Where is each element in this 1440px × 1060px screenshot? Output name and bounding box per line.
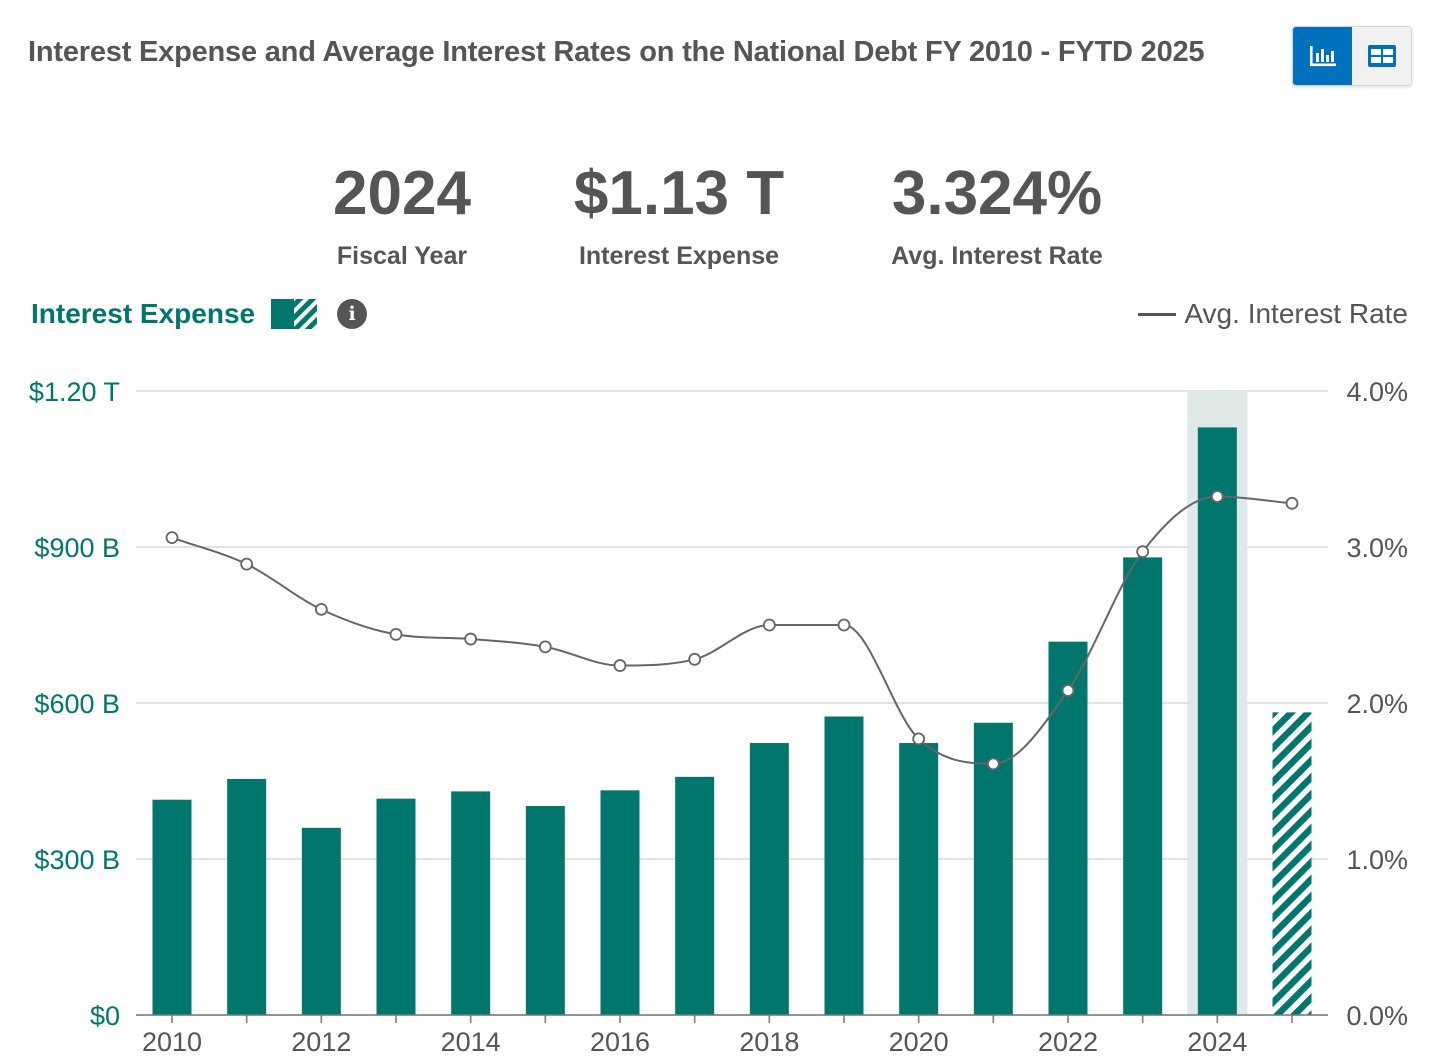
y-right-tick-label: 2.0% <box>1346 689 1408 719</box>
stat-avg-rate: 3.324% Avg. Interest Rate <box>847 158 1147 271</box>
bar-2015 <box>525 805 565 1015</box>
bar-2010 <box>152 799 192 1015</box>
bar-2013 <box>376 798 416 1015</box>
rate-point-2019 <box>837 618 851 632</box>
y-right-tick-label: 4.0% <box>1346 377 1408 407</box>
x-tick-label: 2016 <box>590 1027 650 1057</box>
stat-interest-expense: $1.13 T Interest Expense <box>529 158 829 271</box>
info-icon[interactable]: i <box>337 299 368 329</box>
rate-point-2016 <box>613 659 627 672</box>
rate-point-2010 <box>165 531 179 545</box>
x-tick-label: 2022 <box>1038 1027 1098 1057</box>
view-toggle <box>1292 26 1412 86</box>
rate-point-2017 <box>688 652 702 666</box>
x-axis: 2010 2012 2014 2016 2018 2020 2022 2024 <box>136 1014 1328 1057</box>
y-left-tick-label: $300 B <box>34 845 120 875</box>
legend-line-icon <box>1138 312 1177 316</box>
chart-title: Interest Expense and Average Interest Ra… <box>28 36 1205 68</box>
bar-2011 <box>227 778 267 1015</box>
rate-point-2015 <box>538 640 552 654</box>
x-tick-label: 2010 <box>142 1027 202 1057</box>
rate-line <box>165 490 1299 771</box>
bar-2019 <box>824 716 864 1015</box>
rate-point-2022 <box>1061 684 1075 697</box>
interest-chart: $0 $300 B $600 B $900 B $1.20 T 0.0% 1.0% 2.0%… <box>29 377 1408 1057</box>
rate-point-2025 <box>1285 496 1299 510</box>
x-tick-label: 2018 <box>739 1027 799 1057</box>
x-tick-label: 2020 <box>889 1027 949 1057</box>
rate-point-2023 <box>1136 545 1150 559</box>
legend-avg-rate: Avg. Interest Rate <box>1138 298 1408 330</box>
y-right-tick-label: 0.0% <box>1346 1001 1408 1031</box>
bar-2012 <box>301 827 341 1015</box>
y-right-tick-label: 3.0% <box>1346 533 1408 563</box>
rate-point-2013 <box>389 627 403 641</box>
legend-swatch-icon <box>271 299 318 329</box>
bar-2021 <box>973 722 1013 1015</box>
bars <box>152 427 1312 1015</box>
bar-2016 <box>600 790 640 1015</box>
stat-fiscal-year-value: 2024 <box>333 159 471 228</box>
bar-2014 <box>451 791 491 1015</box>
x-tick-label: 2014 <box>441 1027 501 1057</box>
rate-point-2014 <box>464 632 478 646</box>
table-icon <box>1367 45 1396 67</box>
rate-point-2024 <box>1210 490 1224 503</box>
x-tick-label: 2024 <box>1187 1027 1247 1057</box>
stat-avg-rate-label: Avg. Interest Rate <box>891 242 1103 270</box>
rate-point-2012 <box>314 602 328 616</box>
stat-interest-expense-label: Interest Expense <box>578 242 780 270</box>
table-view-button[interactable] <box>1352 27 1411 85</box>
chart-view-button[interactable] <box>1293 27 1352 85</box>
y-left-tick-label: $0 <box>90 1001 120 1031</box>
bar-2024 <box>1197 427 1237 1015</box>
legend-interest-expense: Interest Expense i <box>31 298 368 330</box>
bar-2020 <box>899 743 939 1015</box>
rate-point-2011 <box>240 557 254 571</box>
bar-2025 <box>1272 712 1312 1015</box>
bar-2023 <box>1123 557 1163 1015</box>
stat-fiscal-year: 2024 Fiscal Year <box>252 158 552 271</box>
bar-2017 <box>675 776 715 1015</box>
rate-point-2018 <box>762 618 776 632</box>
stat-avg-rate-value: 3.324% <box>891 159 1103 228</box>
stat-fiscal-year-label: Fiscal Year <box>336 242 468 270</box>
y-left-tick-label: $600 B <box>34 689 120 719</box>
y-axis-left: $0 $300 B $600 B $900 B $1.20 T <box>29 377 120 1031</box>
bar-chart-icon <box>1309 46 1336 67</box>
y-right-tick-label: 1.0% <box>1346 845 1408 875</box>
y-left-tick-label: $1.20 T <box>29 377 120 407</box>
legend-interest-expense-label: Interest Expense <box>31 298 256 329</box>
y-left-tick-label: $900 B <box>34 533 120 563</box>
rate-point-2020 <box>912 732 926 746</box>
bar-2022 <box>1048 641 1088 1015</box>
stat-interest-expense-value: $1.13 T <box>573 159 785 228</box>
legend-avg-rate-label: Avg. Interest Rate <box>1184 298 1408 329</box>
x-tick-label: 2012 <box>291 1027 351 1057</box>
rate-point-2021 <box>986 757 1000 771</box>
y-axis-right: 0.0% 1.0% 2.0% 3.0% 4.0% <box>1346 377 1408 1031</box>
bar-2018 <box>749 743 789 1015</box>
